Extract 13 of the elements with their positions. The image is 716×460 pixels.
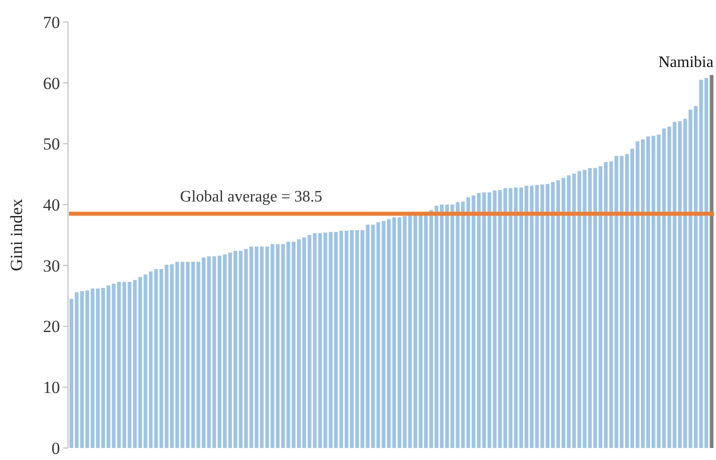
y-axis-title: Gini index	[7, 198, 26, 272]
y-tick-label: 60	[43, 74, 60, 93]
y-tick-label: 20	[43, 317, 60, 336]
ref-line-label: Global average = 38.5	[180, 188, 322, 206]
annotation: Namibia	[658, 54, 714, 71]
y-tick-label: 50	[43, 134, 60, 154]
bar	[710, 74, 714, 448]
y-tick-label: 10	[43, 378, 60, 398]
y-tick-label: 40	[43, 196, 60, 215]
y-tick-label: 70	[43, 12, 60, 32]
y-tick-label: 0	[52, 438, 60, 458]
bar	[70, 298, 74, 448]
y-tick-label: 30	[43, 256, 60, 276]
